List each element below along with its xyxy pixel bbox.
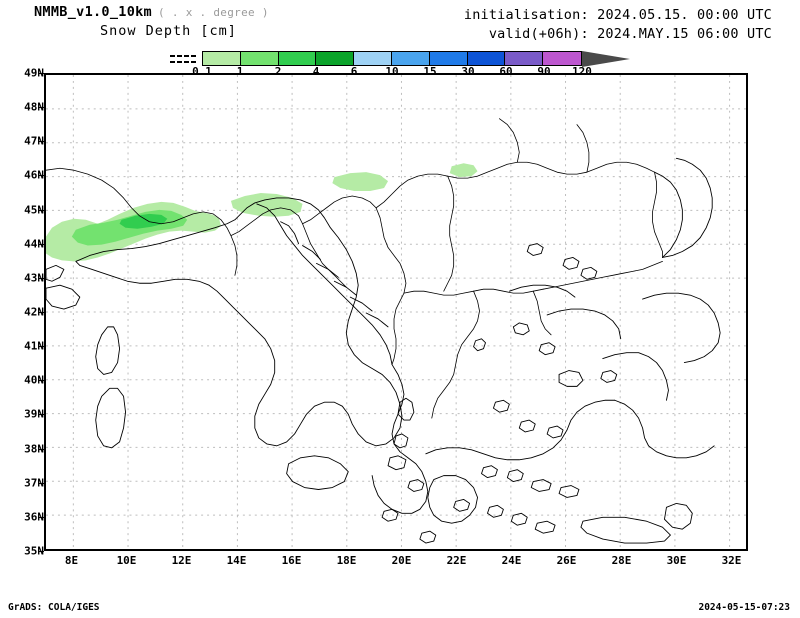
y-tick-40N: 40N: [24, 373, 44, 387]
colorbar-segment-7: [429, 52, 468, 65]
y-tick-46N: 46N: [24, 168, 44, 182]
snow-depth-shading: [46, 163, 478, 262]
y-tick-mark-45N: [38, 209, 44, 211]
y-tick-mark-43N: [38, 277, 44, 279]
x-tick-30E: 30E: [666, 554, 687, 567]
y-tick-36N: 36N: [24, 510, 44, 524]
y-tick-47N: 47N: [24, 134, 44, 148]
y-tick-mark-47N: [38, 141, 44, 143]
y-tick-mark-36N: [38, 516, 44, 518]
y-tick-mark-49N: [38, 73, 44, 74]
x-tick-10E: 10E: [116, 554, 137, 567]
y-tick-43N: 43N: [24, 271, 44, 285]
y-tick-mark-38N: [38, 448, 44, 450]
x-tick-20E: 20E: [391, 554, 412, 567]
y-tick-mark-44N: [38, 243, 44, 245]
y-tick-45N: 45N: [24, 203, 44, 217]
x-tick-14E: 14E: [226, 554, 247, 567]
x-tick-16E: 16E: [281, 554, 302, 567]
y-tick-mark-46N: [38, 175, 44, 177]
x-tick-12E: 12E: [171, 554, 192, 567]
colorbar-label-1: 1: [236, 65, 244, 78]
colorbar-segment-10: [543, 52, 581, 65]
x-tick-28E: 28E: [611, 554, 632, 567]
colorbar-overflow-arrow: [582, 51, 630, 67]
y-tick-mark-41N: [38, 346, 44, 348]
map-gridlines: [46, 75, 746, 549]
y-tick-42N: 42N: [24, 305, 44, 319]
footer-timestamp: 2024-05-15-07:23: [698, 602, 790, 613]
y-tick-39N: 39N: [24, 407, 44, 421]
colorbar-nodata-marker: [170, 52, 198, 65]
snow-patch-level1-b: [230, 193, 303, 217]
initialisation-time: initialisation: 2024.05.15. 00:00 UTC: [463, 7, 772, 23]
snow-patch-level3: [119, 213, 168, 229]
map-plot-area[interactable]: [44, 73, 748, 551]
y-tick-mark-48N: [38, 107, 44, 109]
colorbar-segment-3: [278, 52, 317, 65]
y-tick-48N: 48N: [24, 100, 44, 114]
x-tick-8E: 8E: [64, 554, 79, 567]
y-tick-mark-42N: [38, 312, 44, 313]
colorbar-segments: [202, 51, 582, 66]
footer-credit: GrADS: COLA/IGES: [8, 602, 100, 613]
header-right-block: initialisation: 2024.05.15. 00:00 UTC va…: [464, 6, 772, 44]
map-coastlines: [46, 118, 721, 544]
field-title: Snow Depth [cm]: [100, 23, 237, 39]
colorbar-segment-6: [391, 52, 430, 65]
colorbar-segment-2: [240, 52, 279, 65]
snow-patch-level1-d: [449, 163, 478, 178]
y-tick-mark-39N: [38, 414, 44, 416]
colorbar-segment-5: [354, 52, 392, 65]
colorbar-segment-1: [203, 52, 241, 65]
colorbar-segment-9: [505, 52, 544, 65]
y-tick-38N: 38N: [24, 442, 44, 456]
header-left-block: NMMB_v1.0_10km ( . x . degree ) Snow Dept…: [0, 4, 420, 39]
y-tick-mark-40N: [38, 380, 44, 382]
colorbar-label-2: 2: [274, 65, 282, 78]
x-tick-18E: 18E: [336, 554, 357, 567]
colorbar-segment-8: [467, 52, 506, 65]
y-tick-41N: 41N: [24, 339, 44, 353]
valid-time: valid(+06h): 2024.MAY.15 06:00 UTC: [488, 26, 772, 42]
x-tick-32E: 32E: [721, 554, 742, 567]
y-tick-44N: 44N: [24, 237, 44, 251]
y-tick-35N: 35N: [24, 544, 44, 558]
model-line: NMMB_v1.0_10km ( . x . degree ): [0, 4, 420, 20]
y-tick-mark-35N: [38, 551, 44, 552]
colorbar-segment-4: [316, 52, 355, 65]
colorbar-label-4: 4: [312, 65, 320, 78]
x-tick-26E: 26E: [556, 554, 577, 567]
model-name: NMMB_v1.0_10km: [34, 4, 152, 20]
x-tick-22E: 22E: [446, 554, 467, 567]
model-resolution: ( . x . degree ): [158, 6, 269, 19]
y-tick-49N: 49N: [24, 66, 44, 80]
x-tick-24E: 24E: [501, 554, 522, 567]
y-tick-37N: 37N: [24, 476, 44, 490]
map-canvas: [46, 75, 746, 549]
snow-patch-level1-c: [332, 172, 389, 192]
colorbar-label-6: 6: [350, 65, 358, 78]
y-tick-mark-37N: [38, 482, 44, 484]
